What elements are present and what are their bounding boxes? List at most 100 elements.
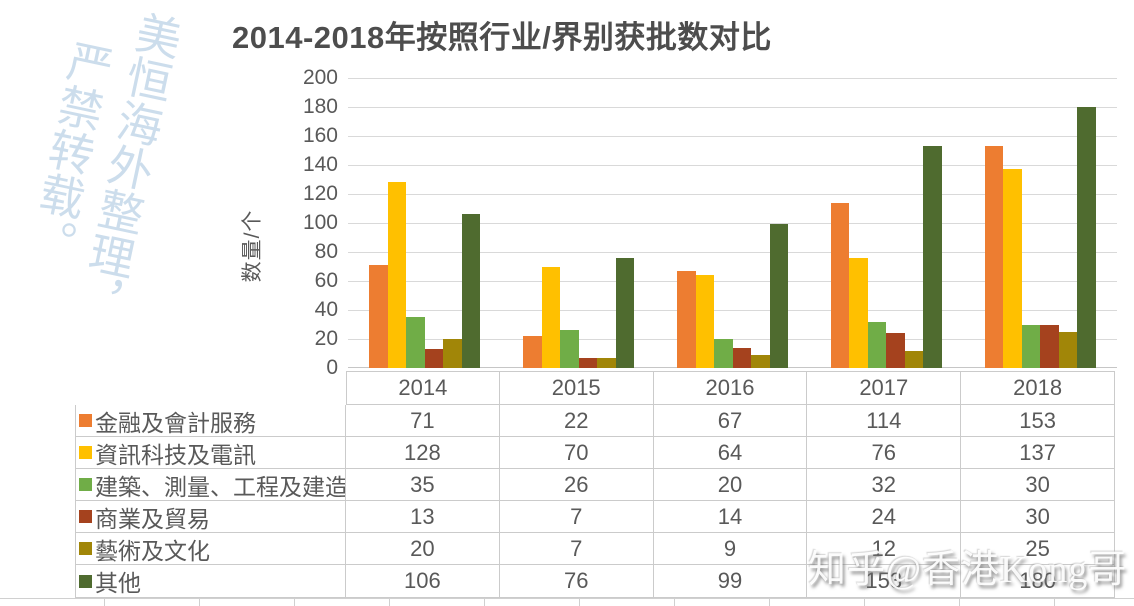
bar (830, 202, 850, 368)
bar (1040, 324, 1059, 368)
value-cell: 7 (499, 501, 654, 534)
bar (695, 275, 714, 368)
value-cell: 20 (346, 533, 500, 566)
gridline (348, 107, 1117, 108)
bar (714, 339, 733, 368)
bar (523, 336, 542, 368)
bar (387, 182, 407, 368)
year-header-cell: 2015 (499, 371, 654, 405)
value-cell: 32 (807, 469, 962, 502)
series-label-cell: 其他 (75, 565, 346, 598)
bar (867, 321, 887, 368)
bar (424, 349, 444, 368)
bar (677, 270, 696, 368)
year-header-cell: 2017 (807, 371, 962, 405)
bar-group-2018 (984, 107, 1096, 368)
spreadsheet-row-strip (0, 598, 1134, 606)
bar-group-2015 (523, 257, 635, 368)
bar (461, 214, 481, 368)
gridline (348, 165, 1117, 166)
bar (1021, 324, 1041, 368)
value-cell: 9 (653, 533, 808, 566)
bar (615, 257, 635, 368)
y-tick-label: 40 (314, 298, 338, 321)
bar (1077, 107, 1096, 368)
y-tick-label: 0 (326, 356, 338, 379)
gridline (348, 136, 1117, 137)
bar-group-2016 (677, 224, 788, 368)
bar (849, 257, 868, 368)
value-cell: 180 (961, 565, 1115, 598)
table-corner-cell (75, 371, 346, 405)
watermark-left: 美恒海外整理， 严禁转载。 (2, 0, 184, 350)
series-label-cell: 資訊科技及電訊 (75, 437, 346, 470)
bar (769, 224, 788, 368)
bar (406, 317, 425, 368)
value-cell: 71 (346, 405, 500, 438)
value-cell: 67 (653, 405, 808, 438)
gridline (348, 194, 1117, 195)
y-tick-label: 100 (302, 211, 338, 234)
series-label-cell: 建築、測量、工程及建造 (75, 469, 346, 502)
y-tick-label: 140 (302, 153, 338, 176)
value-cell: 153 (961, 405, 1115, 438)
watermark-left-line2: 严禁转载。 (19, 35, 116, 266)
series-label-cell: 藝術及文化 (75, 533, 346, 566)
legend-swatch (79, 574, 92, 588)
bar-group-2014 (369, 182, 481, 368)
value-cell: 35 (346, 469, 500, 502)
bar (578, 357, 598, 368)
y-tick-label: 20 (314, 327, 338, 350)
bar (560, 330, 579, 368)
value-cell: 20 (653, 469, 808, 502)
value-cell: 26 (499, 469, 654, 502)
series-label-text: 其他 (95, 571, 141, 597)
value-cell: 22 (499, 405, 654, 438)
series-label-text: 商業及貿易 (95, 506, 210, 532)
value-cell: 30 (961, 469, 1115, 502)
bar (443, 339, 462, 368)
year-header-cell: 2014 (346, 371, 500, 405)
chart-title: 2014-2018年按照行业/界别获批数对比 (232, 20, 772, 55)
value-cell: 14 (653, 501, 808, 534)
bar (1058, 331, 1078, 368)
series-label-cell: 金融及會計服務 (75, 405, 346, 438)
gridline (348, 223, 1117, 224)
bar (984, 146, 1004, 368)
bar (597, 357, 616, 368)
value-cell: 70 (499, 437, 654, 470)
series-label-text: 金融及會計服務 (95, 410, 256, 436)
legend-swatch (79, 414, 92, 428)
value-cell: 24 (807, 501, 962, 534)
value-cell: 99 (653, 565, 808, 598)
bar (923, 146, 942, 368)
bar (886, 333, 905, 368)
value-cell: 12 (807, 533, 962, 566)
value-cell: 30 (961, 501, 1115, 534)
value-cell: 64 (653, 437, 808, 470)
bar (732, 347, 751, 368)
gridline (348, 281, 1117, 282)
bar-group-2017 (830, 146, 942, 368)
y-tick-label: 200 (302, 66, 338, 89)
value-cell: 76 (807, 437, 962, 470)
y-tick-label: 160 (302, 124, 338, 147)
gridline (348, 78, 1117, 79)
y-tick-label: 60 (314, 269, 338, 292)
bar (369, 265, 388, 368)
bar (751, 354, 770, 368)
y-tick-label: 120 (302, 182, 338, 205)
year-header-cell: 2016 (653, 371, 808, 405)
watermark-left-line1: 美恒海外整理， (69, 7, 184, 326)
value-cell: 114 (807, 405, 962, 438)
legend-swatch (79, 446, 92, 460)
series-label-text: 藝術及文化 (95, 538, 210, 564)
value-cell: 128 (346, 437, 500, 470)
value-cell: 76 (499, 565, 654, 598)
value-cell: 7 (499, 533, 654, 566)
gridline (348, 252, 1117, 253)
value-cell: 25 (961, 533, 1115, 566)
plot-area (348, 78, 1117, 368)
y-tick-label: 80 (314, 240, 338, 263)
